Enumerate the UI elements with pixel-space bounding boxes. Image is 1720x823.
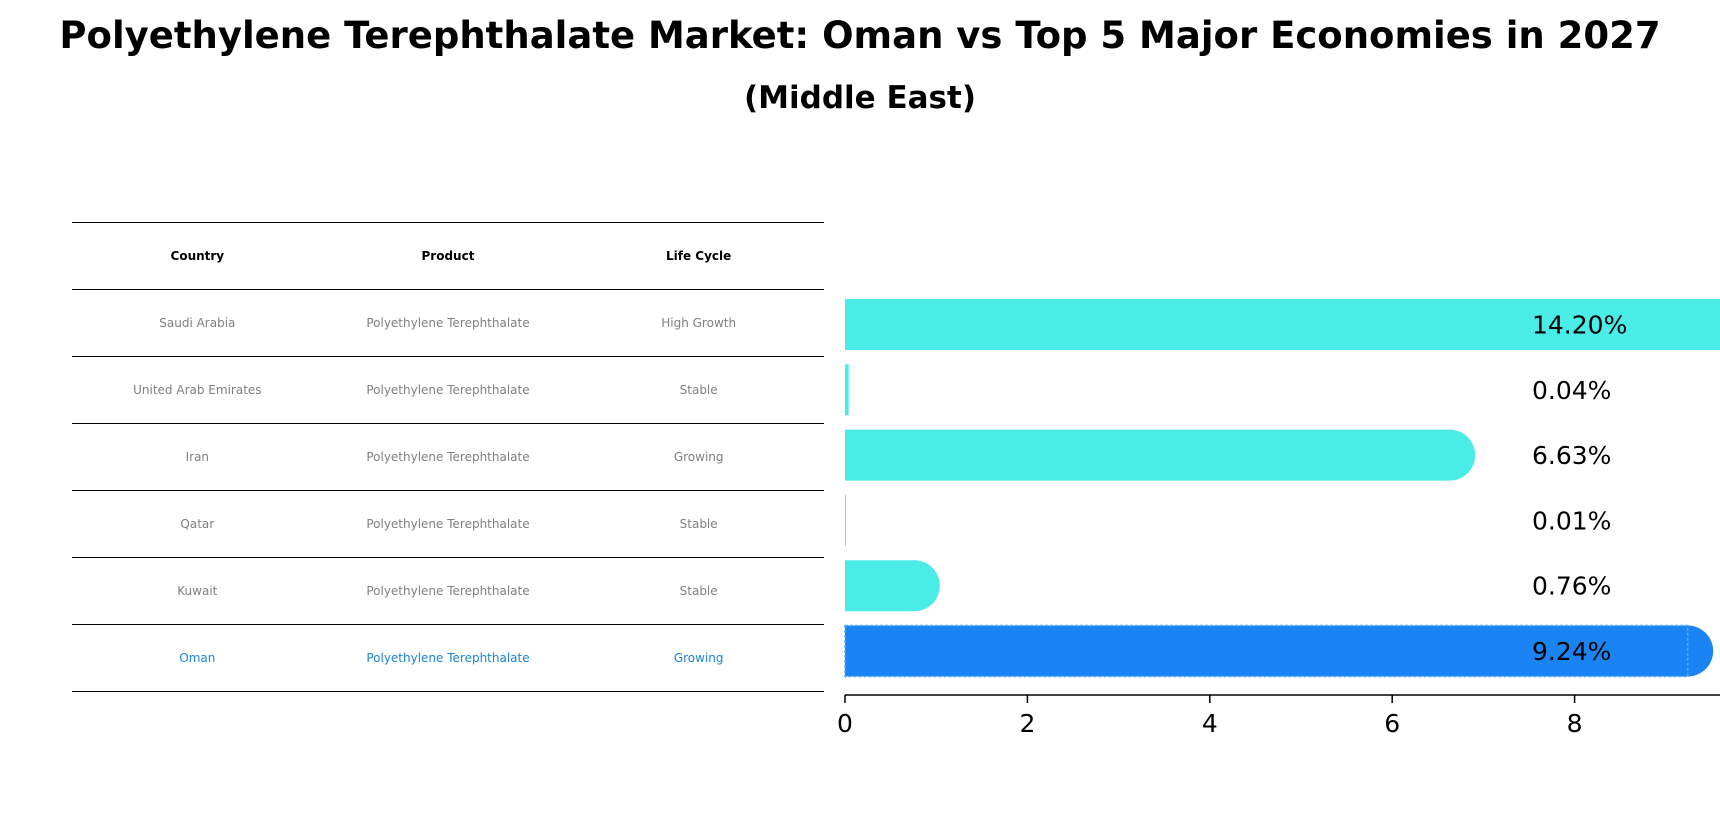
x-tick-label: 2 — [1019, 709, 1035, 738]
table-row: Kuwait Polyethylene Terephthalate Stable — [72, 557, 824, 625]
cell-life-cycle: Stable — [573, 356, 824, 424]
chart-subtitle: (Middle East) — [743, 80, 976, 116]
header-product: Product — [322, 222, 574, 290]
bar-united-arab-emirates — [845, 364, 849, 416]
x-tick-label: 6 — [1384, 709, 1400, 738]
cell-life-cycle: Stable — [573, 490, 824, 558]
value-label-united-arab-emirates: 0.04% — [1532, 376, 1611, 405]
table-row: Saudi Arabia Polyethylene Terephthalate … — [72, 289, 824, 357]
cell-country: Iran — [72, 423, 323, 491]
value-label-iran: 6.63% — [1532, 441, 1611, 470]
table-row: United Arab Emirates Polyethylene Tereph… — [72, 356, 824, 424]
value-label-kuwait: 0.76% — [1532, 572, 1611, 601]
cell-country: Kuwait — [72, 557, 323, 625]
header-life-cycle: Life Cycle — [573, 222, 824, 290]
value-label-oman: 9.24% — [1532, 637, 1611, 666]
cell-product: Polyethylene Terephthalate — [322, 423, 574, 491]
cell-life-cycle: Growing — [573, 423, 824, 491]
cell-country: United Arab Emirates — [72, 356, 323, 424]
cell-life-cycle: High Growth — [573, 289, 824, 357]
x-tick-label: 4 — [1202, 709, 1218, 738]
life-cycle-table: Country Product Life Cycle Saudi Arabia … — [72, 222, 824, 692]
cell-product: Polyethylene Terephthalate — [322, 356, 574, 424]
bar-saudi-arabia — [845, 299, 1720, 350]
bar-iran — [845, 429, 1476, 481]
cell-product: Polyethylene Terephthalate — [322, 490, 574, 558]
cell-life-cycle: Growing — [573, 624, 824, 692]
table-row: Iran Polyethylene Terephthalate Growing — [72, 423, 824, 491]
bar-oman — [845, 625, 1714, 677]
x-tick-label: 8 — [1567, 709, 1583, 738]
x-tick-label: 0 — [837, 709, 853, 738]
cell-country: Qatar — [72, 490, 323, 558]
value-label-saudi-arabia: 14.20% — [1532, 311, 1627, 340]
table-header-row: Country Product Life Cycle — [72, 222, 824, 290]
bar-kuwait — [845, 560, 940, 612]
header-country: Country — [72, 222, 323, 290]
cell-product: Polyethylene Terephthalate — [322, 289, 574, 357]
chart-title: Polyethylene Terephthalate Market: Oman … — [59, 14, 1661, 57]
table-row-highlight: Oman Polyethylene Terephthalate Growing — [72, 624, 824, 692]
cell-product: Polyethylene Terephthalate — [322, 557, 574, 625]
table-row: Qatar Polyethylene Terephthalate Stable — [72, 490, 824, 558]
value-label-qatar: 0.01% — [1532, 506, 1611, 535]
cell-life-cycle: Stable — [573, 557, 824, 625]
bar-qatar — [845, 494, 846, 546]
bar-outline-oman — [844, 624, 1689, 678]
cell-country: Saudi Arabia — [72, 289, 323, 357]
cell-product: Polyethylene Terephthalate — [322, 624, 574, 692]
cell-country: Oman — [72, 624, 323, 692]
